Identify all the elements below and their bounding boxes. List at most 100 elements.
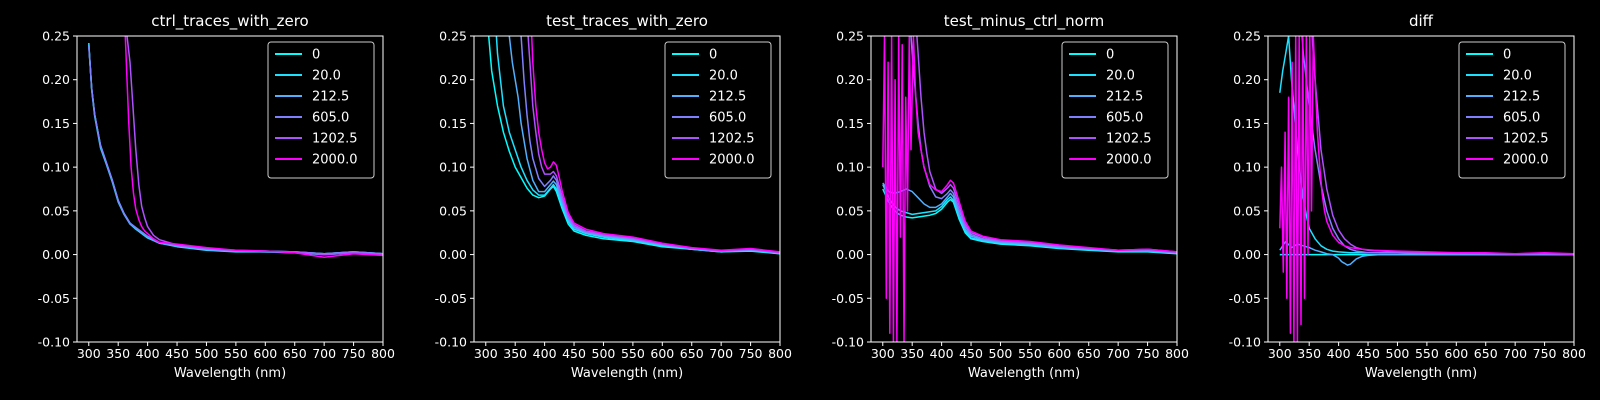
x-tick-label: 550	[1415, 346, 1439, 361]
x-axis-label: Wavelength (nm)	[1365, 366, 1477, 381]
x-tick-label: 750	[1136, 346, 1160, 361]
legend-label: 2000.0	[312, 153, 358, 168]
legend-label: 212.5	[312, 90, 349, 105]
axes-frame	[1267, 35, 1575, 343]
y-tick-label: -0.10	[38, 335, 70, 350]
legend-label: 20.0	[1106, 69, 1135, 84]
x-tick-label: 300	[77, 346, 101, 361]
y-tick-label: 0.20	[1233, 72, 1261, 87]
series-line-1202.5	[916, 36, 1177, 253]
legend: 0 20.0 212.5 605.0 1202.5 2000.0	[267, 41, 375, 179]
x-tick-label: 750	[342, 346, 366, 361]
y-tick-label: 0.00	[439, 247, 467, 262]
legend: 0 20.0 212.5 605.0 1202.5 2000.0	[664, 41, 772, 179]
x-tick-label: 500	[592, 346, 616, 361]
x-tick-label: 400	[930, 346, 954, 361]
y-tick-label: 0.15	[42, 116, 70, 131]
legend-label: 0	[312, 48, 320, 63]
x-tick-label: 450	[1356, 346, 1380, 361]
series-lines	[1279, 36, 1574, 342]
x-axis: 300 350 400 450 500 550 600 650 700 750 800 Wavelen…	[871, 342, 1189, 381]
y-axis: -0.10 -0.05 0.00 0.05 0.10 0.15 0.20 0.25	[1229, 29, 1268, 350]
subplot-3: test_minus_ctrl_norm 300 350 400 450 500 550 60…	[832, 12, 1189, 381]
x-tick-label: 450	[959, 346, 983, 361]
legend-label: 0	[1503, 48, 1511, 63]
y-tick-label: 0.15	[1233, 116, 1261, 131]
x-tick-label: 300	[474, 346, 498, 361]
legend-label: 2000.0	[1106, 153, 1152, 168]
x-tick-label: 450	[562, 346, 586, 361]
x-tick-label: 550	[224, 346, 248, 361]
y-tick-label: 0.05	[439, 203, 467, 218]
x-tick-label: 400	[1327, 346, 1351, 361]
y-axis: -0.10 -0.05 0.00 0.05 0.10 0.15 0.20 0.25	[435, 29, 474, 350]
y-tick-label: 0.05	[42, 203, 70, 218]
y-tick-label: 0.00	[42, 247, 70, 262]
y-tick-label: -0.10	[832, 335, 864, 350]
legend-label: 605.0	[312, 111, 349, 126]
legend-label: 2000.0	[709, 153, 755, 168]
y-tick-label: 0.25	[836, 29, 864, 44]
y-tick-label: 0.25	[1233, 29, 1261, 44]
axes-frame	[76, 35, 384, 343]
x-tick-label: 600	[1047, 346, 1071, 361]
y-tick-label: -0.05	[832, 291, 864, 306]
x-tick-label: 650	[1077, 346, 1101, 361]
x-tick-label: 500	[989, 346, 1013, 361]
x-axis-label: Wavelength (nm)	[968, 366, 1080, 381]
x-tick-label: 750	[739, 346, 763, 361]
x-tick-label: 700	[709, 346, 733, 361]
y-tick-label: 0.25	[42, 29, 70, 44]
y-tick-label: -0.10	[435, 335, 467, 350]
subplot-1: ctrl_traces_with_zero 300 350 400 450 500 550 6…	[38, 12, 395, 381]
axes-frame	[870, 35, 1178, 343]
x-tick-label: 350	[1297, 346, 1321, 361]
y-tick-label: -0.05	[38, 291, 70, 306]
legend-label: 20.0	[709, 69, 738, 84]
x-tick-label: 350	[503, 346, 527, 361]
x-tick-label: 650	[680, 346, 704, 361]
legend: 0 20.0 212.5 605.0 1202.5 2000.0	[1061, 41, 1169, 179]
subplot-2: test_traces_with_zero 300 350 400 450 500 550 6…	[435, 12, 792, 381]
x-tick-label: 400	[533, 346, 557, 361]
legend-label: 1202.5	[1106, 132, 1152, 147]
legend-label: 1202.5	[312, 132, 358, 147]
subplot-4: diff 300 350 400 450 500 550 600 650 700 750 800 Wav…	[1229, 12, 1586, 381]
y-tick-label: 0.05	[836, 203, 864, 218]
subplot-title: ctrl_traces_with_zero	[151, 12, 308, 31]
x-axis: 300 350 400 450 500 550 600 650 700 750 800 Wavelen…	[474, 342, 792, 381]
x-tick-label: 650	[283, 346, 307, 361]
legend-label: 1202.5	[709, 132, 755, 147]
series-line-1202.5	[126, 36, 383, 256]
y-tick-label: 0.10	[1233, 160, 1261, 175]
x-tick-label: 700	[1503, 346, 1527, 361]
y-tick-label: 0.05	[1233, 203, 1261, 218]
y-tick-label: 0.20	[836, 72, 864, 87]
legend-label: 605.0	[709, 111, 746, 126]
x-tick-label: 800	[768, 346, 792, 361]
series-line-20.0	[495, 36, 780, 255]
x-tick-label: 800	[1165, 346, 1189, 361]
x-tick-label: 700	[312, 346, 336, 361]
series-line-212.5	[882, 182, 1177, 254]
legend: 0 20.0 212.5 605.0 1202.5 2000.0	[1458, 41, 1566, 179]
x-tick-label: 550	[1018, 346, 1042, 361]
y-tick-label: 0.00	[1233, 247, 1261, 262]
legend-label: 212.5	[1106, 90, 1143, 105]
y-tick-label: -0.10	[1229, 335, 1261, 350]
x-tick-label: 350	[900, 346, 924, 361]
legend-label: 0	[709, 48, 717, 63]
series-line-0	[882, 188, 1177, 255]
legend-label: 212.5	[1503, 90, 1540, 105]
series-line-1202.5	[527, 36, 780, 254]
x-tick-label: 300	[871, 346, 895, 361]
x-tick-label: 550	[621, 346, 645, 361]
x-tick-label: 300	[1268, 346, 1292, 361]
legend-label: 1202.5	[1503, 132, 1549, 147]
x-tick-label: 400	[136, 346, 160, 361]
y-tick-label: 0.25	[439, 29, 467, 44]
x-tick-label: 350	[106, 346, 130, 361]
x-tick-label: 500	[1386, 346, 1410, 361]
